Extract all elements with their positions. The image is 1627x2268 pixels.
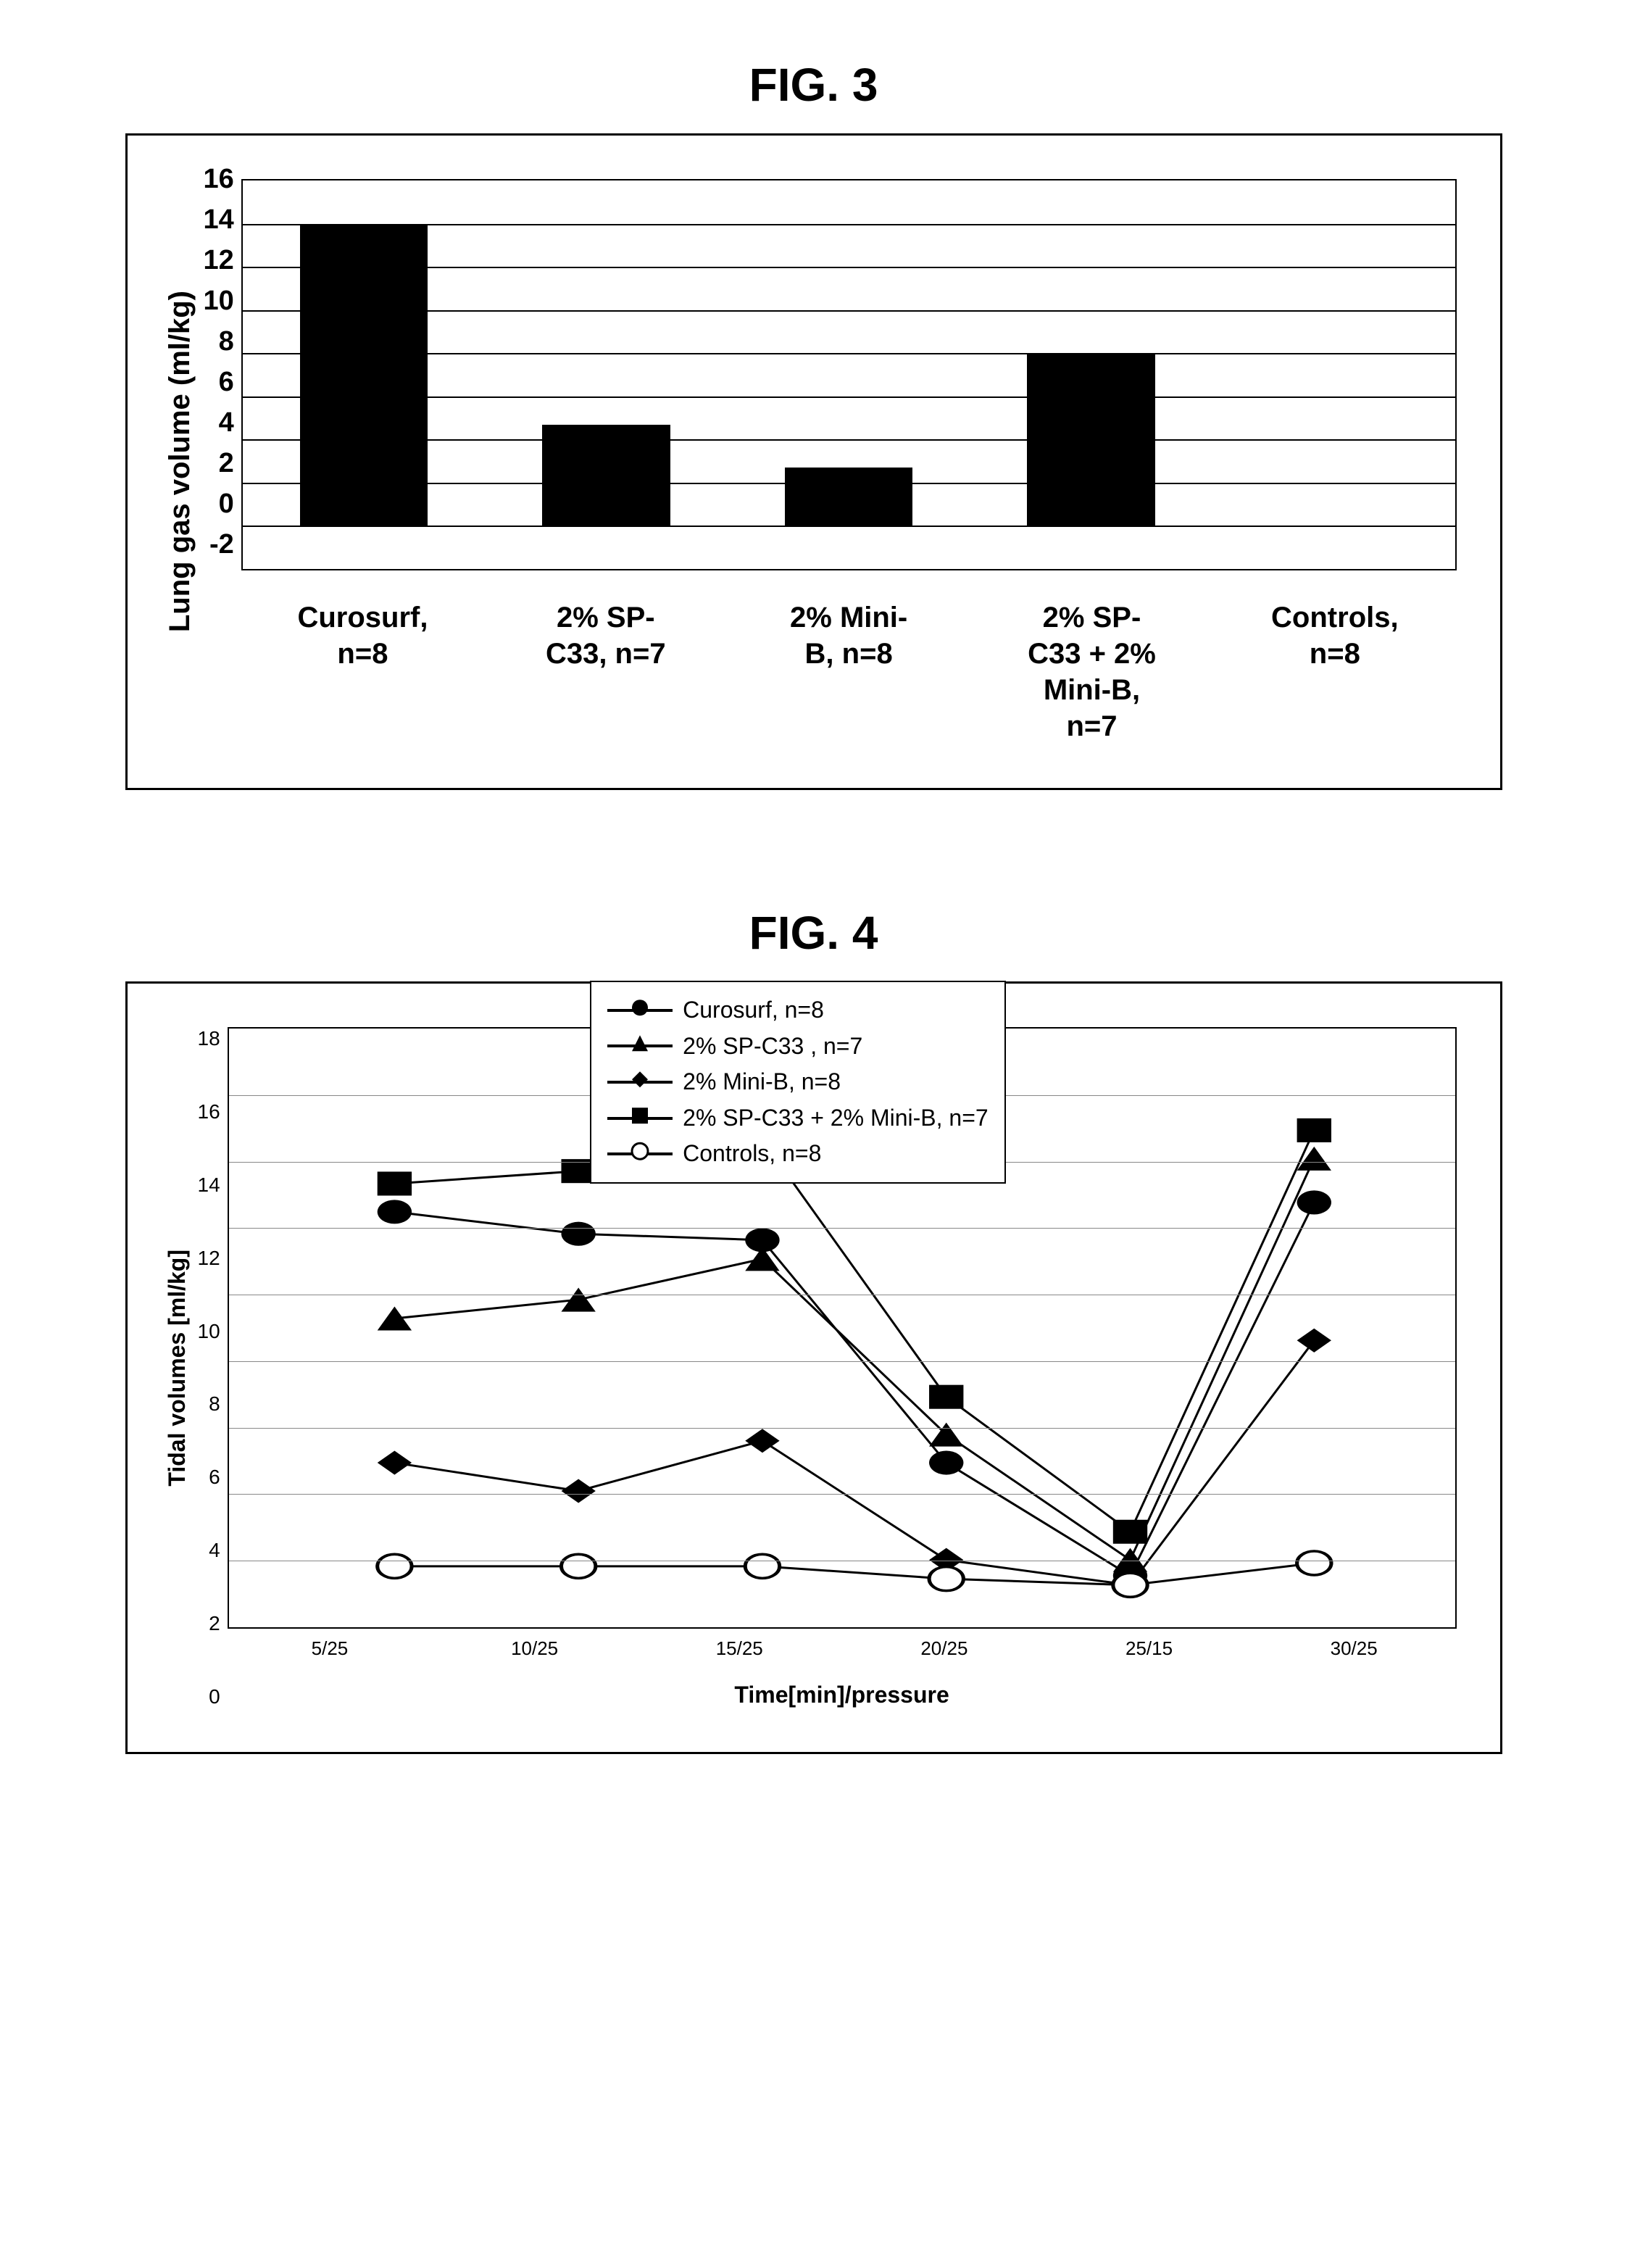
y-tick: 4 [198,1539,220,1562]
gridline [229,1361,1455,1362]
legend-line-icon [607,1117,673,1120]
x-label: 2% Mini-B, n=8 [752,599,946,744]
legend-line-icon [607,1152,673,1155]
y-tick: 14 [204,199,234,240]
figure-4-panel: Curosurf, n=82% SP-C33 , n=72% Mini-B, n… [125,981,1502,1754]
x-tick: 15/25 [647,1637,831,1660]
legend-line-icon [607,1081,673,1084]
y-tick: 14 [198,1174,220,1197]
legend: Curosurf, n=82% SP-C33 , n=72% Mini-B, n… [590,981,1006,1184]
y-tick: 16 [198,1100,220,1123]
x-label: Controls,n=8 [1238,599,1432,744]
figure-3-title: FIG. 3 [36,58,1591,112]
bar [300,224,428,526]
x-labels: Curosurf,n=8 2% SP-C33, n=7 2% Mini-B, n=8… [241,599,1457,744]
y-tick: 16 [204,159,234,199]
bar-chart: Lung gas volume (ml/kg) 1614121086420-2 … [157,179,1457,744]
y-tick: 8 [198,1392,220,1416]
x-tick: 25/15 [1057,1637,1241,1660]
x-axis-label: Time[min]/pressure [228,1682,1457,1708]
bar-slot [994,180,1189,569]
legend-marker-icon [630,1064,650,1100]
legend-label: Curosurf, n=8 [683,992,824,1029]
legend-marker-icon [630,1029,650,1065]
legend-marker-icon [630,1100,650,1137]
gridline [243,396,1455,398]
gridline [229,1428,1455,1429]
x-label: 2% SP-C33 + 2%Mini-B,n=7 [994,599,1189,744]
legend-marker-icon [630,992,650,1029]
legend-row: 2% SP-C33 + 2% Mini-B, n=7 [607,1100,989,1137]
y-tick: 2 [198,1612,220,1635]
y-tick: 10 [204,281,234,321]
legend-line-icon [607,1009,673,1012]
y-tick: 0 [198,1685,220,1708]
y-tick: 6 [204,362,234,402]
legend-label: 2% SP-C33 + 2% Mini-B, n=7 [683,1100,989,1137]
legend-row: Curosurf, n=8 [607,992,989,1029]
bar-slot [509,180,704,569]
y-tick: 18 [198,1027,220,1050]
legend-row: 2% SP-C33 , n=7 [607,1029,989,1065]
plot-area [241,179,1457,570]
y-tick: 0 [204,483,234,524]
y-tick: 12 [204,240,234,281]
legend-marker-icon [630,1136,650,1172]
gridline [243,224,1455,225]
x-tick: 10/25 [442,1637,626,1660]
bars-container [243,180,1455,569]
y-ticks: 1614121086420-2 [204,159,241,565]
legend-row: 2% Mini-B, n=8 [607,1064,989,1100]
gridline [243,439,1455,441]
bar [785,468,913,526]
y-ticks: 18 16 14 12 10 8 6 4 2 0 [198,1027,228,1708]
x-tick: 30/25 [1262,1637,1446,1660]
bar-slot [1236,180,1431,569]
gridline [243,353,1455,354]
y-tick: 4 [204,402,234,443]
gridline [243,310,1455,312]
x-label: Curosurf,n=8 [265,599,459,744]
legend-label: 2% SP-C33 , n=7 [683,1029,862,1065]
bar-slot [267,180,461,569]
y-axis-label: Tidal volumes [ml/kg] [157,1250,198,1487]
y-tick: 8 [204,321,234,362]
legend-line-icon [607,1044,673,1047]
figure-4-title: FIG. 4 [36,906,1591,960]
y-tick: -2 [204,524,234,565]
x-tick: 20/25 [852,1637,1036,1660]
y-tick: 6 [198,1466,220,1489]
bar-slot [752,180,946,569]
gridline [229,1494,1455,1495]
x-label: 2% SP-C33, n=7 [509,599,703,744]
x-ticks: 5/25 10/25 15/25 20/25 25/15 30/25 [228,1637,1457,1660]
gridline [229,1228,1455,1229]
figure-3-panel: Lung gas volume (ml/kg) 1614121086420-2 … [125,133,1502,790]
y-axis-label: Lung gas volume (ml/kg) [157,291,204,632]
y-tick: 2 [204,443,234,483]
y-tick: 10 [198,1320,220,1343]
legend-label: 2% Mini-B, n=8 [683,1064,841,1100]
x-tick: 5/25 [238,1637,422,1660]
gridline [243,526,1455,527]
legend-label: Controls, n=8 [683,1136,821,1172]
gridline [243,483,1455,484]
legend-row: Controls, n=8 [607,1136,989,1172]
y-tick: 12 [198,1247,220,1270]
gridline [243,267,1455,268]
